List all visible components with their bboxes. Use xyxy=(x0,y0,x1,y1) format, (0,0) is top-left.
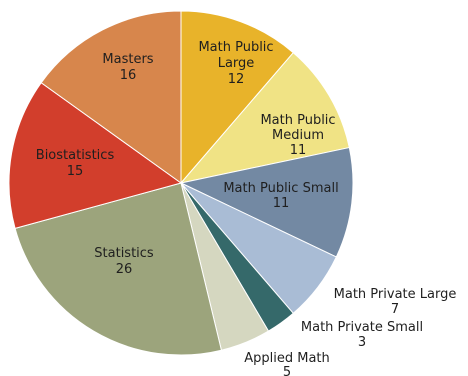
slice-name: Math Private Small xyxy=(301,320,423,335)
pie-slice-math-public-small xyxy=(179,146,354,258)
slice-name: Masters xyxy=(102,52,153,67)
slice-label-math-public-medium: Math Public Medium 11 xyxy=(260,113,335,158)
pie-slice-math-public-medium xyxy=(179,52,350,184)
slice-value: 3 xyxy=(358,335,366,350)
slice-value: 11 xyxy=(273,196,290,211)
slices-layer xyxy=(8,10,354,356)
slice-label-biostatistics: Biostatistics 15 xyxy=(36,148,115,179)
slice-name: Statistics xyxy=(94,246,154,261)
slice-name: Medium xyxy=(272,128,324,143)
slice-label-math-private-large: Math Private Large 7 xyxy=(334,287,457,317)
slice-label-math-private-small: Math Private Small 3 xyxy=(301,320,423,350)
slice-name: Math Public Small xyxy=(223,181,338,196)
slice-value: 11 xyxy=(290,143,307,158)
slice-label-math-public-small: Math Public Small 11 xyxy=(223,181,338,211)
slice-label-statistics: Statistics 26 xyxy=(94,246,154,277)
slice-name: Large xyxy=(218,56,255,71)
pie-slice-statistics xyxy=(14,182,223,356)
slice-value: 5 xyxy=(283,365,291,376)
slice-value: 26 xyxy=(116,262,133,277)
pie-slice-biostatistics xyxy=(8,82,183,229)
slice-value: 12 xyxy=(228,72,245,87)
slice-name: Biostatistics xyxy=(36,148,115,163)
slice-name: Math Private Large xyxy=(334,287,457,302)
slice-value: 16 xyxy=(120,68,137,83)
pie-slice-math-public-large xyxy=(180,10,294,185)
slice-name: Math Public xyxy=(260,113,335,128)
slice-name: Math Public xyxy=(198,40,273,55)
slice-value: 7 xyxy=(391,302,399,317)
slice-label-math-public-large: Math Public Large 12 xyxy=(198,40,273,87)
slice-value: 15 xyxy=(67,164,84,179)
slice-label-masters: Masters 16 xyxy=(102,52,153,83)
pie-slice-masters xyxy=(40,10,182,184)
slice-name: Applied Math xyxy=(244,351,330,366)
slice-label-applied-math: Applied Math 5 xyxy=(244,351,330,376)
